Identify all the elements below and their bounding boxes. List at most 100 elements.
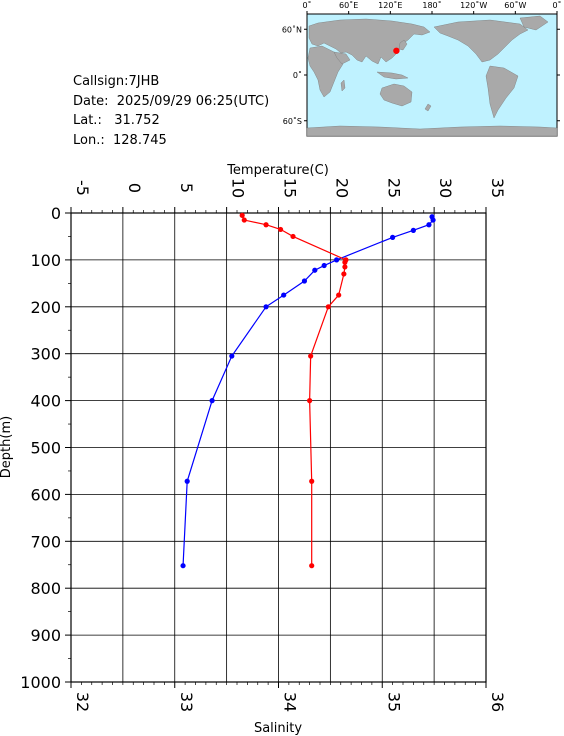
salinity-data-point xyxy=(239,212,245,218)
greenland-landmass xyxy=(519,15,549,31)
salinity-data-point xyxy=(307,398,313,404)
salinity-data-point xyxy=(342,264,348,270)
map-lon-label: 60˚W xyxy=(504,0,526,10)
temperature-tick-label: 35 xyxy=(488,178,507,198)
temperature-axis: -5 0 5 10 15 20 25 30 35 xyxy=(70,178,507,213)
salinity-axis-label: Salinity xyxy=(254,721,302,736)
salinity-data-point xyxy=(309,563,315,569)
salinity-tick-label: 33 xyxy=(177,692,196,712)
map-lat-label: 60˚S xyxy=(283,116,302,126)
salinity-data-point xyxy=(325,304,331,310)
salinity-profile-line xyxy=(241,215,347,566)
map-lon-label: 0˚ xyxy=(302,0,311,10)
north-america-landmass xyxy=(433,19,529,63)
antarctica-landmass xyxy=(306,125,558,137)
madagascar-landmass xyxy=(340,79,346,92)
salinity-tick-label: 32 xyxy=(73,692,92,712)
map-lon-label: 120˚W xyxy=(460,0,487,10)
temperature-data-point xyxy=(229,353,235,359)
temperature-tick-label: 15 xyxy=(281,178,300,198)
temperature-tick-label: 30 xyxy=(436,178,455,198)
temperature-data-point xyxy=(301,278,308,284)
salinity-data-point xyxy=(277,226,284,233)
depth-tick-label: 1000 xyxy=(20,673,61,692)
salinity-data-point xyxy=(263,222,269,228)
map-lon-label: 180˚ xyxy=(422,0,441,10)
temperature-tick-label: 20 xyxy=(332,178,351,198)
callsign-label: Callsign: xyxy=(73,74,129,89)
temperature-tick-label: -5 xyxy=(73,180,92,196)
temperature-axis-label: Temperature(C) xyxy=(226,163,329,178)
australia-landmass xyxy=(379,83,413,107)
salinity-data-point xyxy=(308,353,314,359)
lon-label: Lon.: xyxy=(73,132,105,148)
temperature-data-point xyxy=(429,214,435,220)
temperature-data-point xyxy=(281,292,287,298)
map-latitude-ticks: 60˚N 0˚ 60˚S xyxy=(282,24,560,126)
lat-label: Lat.: xyxy=(73,113,102,128)
eurasia-landmass xyxy=(308,18,431,65)
temperature-data-point xyxy=(321,262,327,269)
depth-tick-label: 800 xyxy=(30,579,61,598)
temperature-data-point xyxy=(334,257,340,263)
salinity-data-point xyxy=(341,271,347,277)
lon-value: 128.745 xyxy=(113,132,167,148)
chart-series xyxy=(180,212,436,569)
salinity-axis: 32 33 34 35 36 xyxy=(70,682,507,712)
depth-tick-label: 500 xyxy=(30,439,61,458)
temperature-data-point xyxy=(184,478,190,484)
depth-tick-label: 600 xyxy=(30,485,61,504)
temperature-tick-label: 25 xyxy=(384,178,403,198)
temperature-tick-label: 0 xyxy=(125,183,144,193)
date-label: Date: xyxy=(73,93,109,109)
salinity-data-point xyxy=(336,292,342,298)
salinity-data-point xyxy=(342,259,348,265)
callsign-value: 7JHB xyxy=(128,74,160,89)
plot-frame xyxy=(70,212,487,683)
map-land xyxy=(306,15,558,137)
depth-tick-label: 200 xyxy=(30,298,61,317)
depth-tick-label: 400 xyxy=(30,392,61,411)
salinity-data-point xyxy=(309,478,315,484)
salinity-tick-label: 34 xyxy=(281,692,300,712)
station-info: Callsign:7JHB Date: 2025/09/29 06:25(UTC… xyxy=(73,72,269,150)
lat-row: Lat.: 31.752 xyxy=(73,111,269,131)
map-lon-label: 60˚E xyxy=(339,0,358,10)
salinity-tick-label: 35 xyxy=(384,692,403,712)
depth-tick-label: 700 xyxy=(30,532,61,551)
japan-landmass xyxy=(398,39,408,51)
depth-tick-label: 0 xyxy=(51,204,61,223)
salinity-data-point xyxy=(290,233,296,240)
salinity-data-point xyxy=(241,217,247,223)
temperature-data-point xyxy=(430,217,436,223)
temperature-tick-label: 5 xyxy=(177,183,196,193)
new-zealand-landmass xyxy=(424,103,432,112)
depth-axis: 0 100 200 300 400 500 600 700 800 900 1000 xyxy=(20,204,71,692)
temperature-tick-label: 10 xyxy=(229,178,248,198)
depth-tick-label: 900 xyxy=(30,626,61,645)
map-longitude-ticks: 0˚ 60˚E 120˚E 180˚ 120˚W 60˚W 0˚ xyxy=(302,0,562,14)
station-marker xyxy=(393,47,400,54)
temperature-data-point xyxy=(263,304,269,310)
map-lat-label: 60˚N xyxy=(282,24,302,34)
callsign-row: Callsign:7JHB xyxy=(73,72,269,92)
lat-value: 31.752 xyxy=(114,113,160,128)
temperature-data-point xyxy=(410,227,416,233)
depth-axis-label: Depth(m) xyxy=(0,416,14,478)
temperature-data-point xyxy=(426,222,432,228)
temperature-data-point xyxy=(209,398,215,404)
map-lon-label: 0˚ xyxy=(552,0,561,10)
chart-grid xyxy=(70,212,487,683)
salinity-data-point xyxy=(343,257,349,263)
salinity-tick-label: 36 xyxy=(488,692,507,712)
depth-tick-label: 300 xyxy=(30,345,61,364)
depth-tick-label: 100 xyxy=(30,251,61,270)
temperature-profile-line xyxy=(182,216,434,566)
map-lat-label: 0˚ xyxy=(293,70,302,80)
world-map: 0˚ 60˚E 120˚E 180˚ 120˚W 60˚W 0˚ 60˚N 0˚ 60˚S xyxy=(282,0,562,137)
temperature-data-point xyxy=(180,563,186,569)
temperature-data-point xyxy=(390,234,396,240)
south-america-landmass xyxy=(485,65,519,119)
date-value: 2025/09/29 06:25(UTC) xyxy=(116,93,270,109)
temperature-data-point xyxy=(312,267,318,273)
